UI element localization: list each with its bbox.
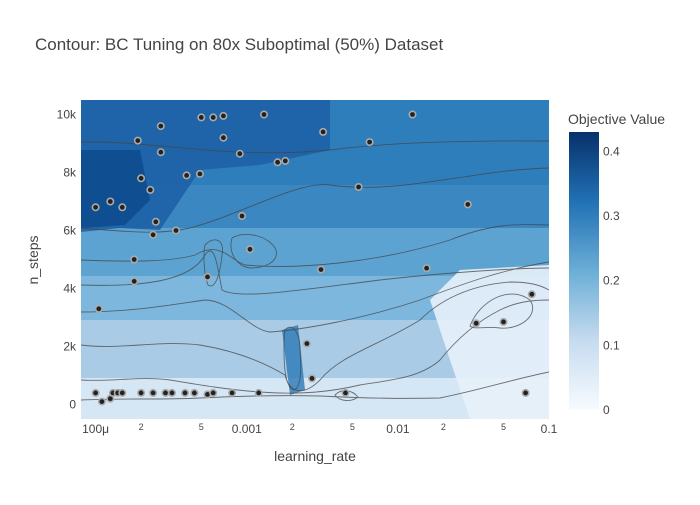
trial-points (91, 110, 536, 406)
trial-point[interactable] (254, 388, 263, 397)
contour-line (81, 281, 549, 392)
trial-point[interactable] (499, 317, 508, 326)
trial-point[interactable] (281, 156, 290, 165)
trial-point[interactable] (91, 388, 100, 397)
contour-line (81, 299, 549, 394)
contour-line (283, 326, 302, 391)
colorbar (569, 132, 599, 410)
trial-point[interactable] (137, 388, 146, 397)
trial-point[interactable] (156, 148, 165, 157)
plot-area (81, 100, 549, 419)
x-tick-label: 100μ (82, 422, 109, 436)
trial-point[interactable] (259, 110, 268, 119)
trial-point[interactable] (521, 388, 530, 397)
trial-point[interactable] (133, 136, 142, 145)
trial-point[interactable] (97, 397, 106, 406)
trial-point[interactable] (422, 264, 431, 273)
trial-point[interactable] (472, 319, 481, 328)
contour-line (81, 140, 549, 154)
trial-point[interactable] (137, 174, 146, 183)
chart-title: Contour: BC Tuning on 80x Suboptimal (50… (35, 35, 444, 54)
colorbar-tick-label: 0.2 (603, 274, 620, 288)
trial-point[interactable] (151, 217, 160, 226)
contour-line (81, 250, 549, 295)
y-tick-label: 0 (69, 398, 76, 412)
trial-point[interactable] (238, 212, 247, 221)
contour-line (81, 261, 549, 333)
trial-point[interactable] (130, 255, 139, 264)
trial-point[interactable] (182, 171, 191, 180)
trial-point[interactable] (228, 388, 237, 397)
contour-line (203, 239, 223, 287)
trial-point[interactable] (168, 388, 177, 397)
trial-point[interactable] (354, 183, 363, 192)
trial-point[interactable] (197, 113, 206, 122)
trial-point[interactable] (273, 158, 282, 167)
x-tick-label: 2 (441, 422, 446, 432)
x-tick-label: 5 (199, 422, 204, 432)
trial-point[interactable] (219, 111, 228, 120)
trial-point[interactable] (149, 388, 158, 397)
trial-point[interactable] (219, 133, 228, 142)
contour-line (334, 390, 359, 401)
y-axis-ticks: 0 2k 4k 6k 8k 10k (57, 108, 77, 412)
trial-point[interactable] (181, 388, 190, 397)
x-tick-label: 5 (350, 422, 355, 432)
trial-point[interactable] (118, 388, 127, 397)
x-tick-label: 2 (139, 422, 144, 432)
trial-point[interactable] (149, 230, 158, 239)
y-tick-label: 10k (57, 108, 77, 122)
y-tick-label: 2k (63, 340, 77, 354)
x-axis-title: learning_rate (274, 448, 356, 464)
trial-point[interactable] (161, 388, 170, 397)
colorbar-tick-label: 0 (603, 403, 610, 417)
x-tick-label: 0.001 (232, 422, 262, 436)
y-tick-label: 8k (63, 166, 77, 180)
colorbar-ticks: 0 0.1 0.2 0.3 0.4 (603, 144, 620, 417)
y-tick-label: 4k (63, 282, 77, 296)
colorbar-tick-label: 0.1 (603, 338, 620, 352)
trial-point[interactable] (302, 339, 311, 348)
trial-point[interactable] (190, 388, 199, 397)
trial-point[interactable] (307, 374, 316, 383)
x-tick-label: 2 (290, 422, 295, 432)
trial-point[interactable] (319, 127, 328, 136)
contour-line (81, 224, 549, 267)
contour-line (81, 371, 549, 401)
trial-point[interactable] (195, 169, 204, 178)
trial-point[interactable] (365, 138, 374, 147)
colorbar-title: Objective Value (568, 111, 665, 127)
trial-point[interactable] (246, 245, 255, 254)
contour-line (230, 234, 277, 269)
colorbar-tick-label: 0.4 (603, 144, 620, 158)
trial-point[interactable] (118, 203, 127, 212)
trial-point[interactable] (172, 226, 181, 235)
contour-line (469, 293, 533, 329)
trial-point[interactable] (146, 185, 155, 194)
x-tick-label: 5 (501, 422, 506, 432)
trial-point[interactable] (463, 200, 472, 209)
trial-point[interactable] (91, 203, 100, 212)
trial-point[interactable] (235, 149, 244, 158)
trial-point[interactable] (408, 110, 417, 119)
x-tick-label: 0.01 (386, 422, 410, 436)
trial-point[interactable] (156, 122, 165, 131)
trial-point[interactable] (341, 388, 350, 397)
trial-point[interactable] (203, 272, 212, 281)
y-axis-title: n_steps (25, 235, 41, 284)
y-tick-label: 6k (63, 224, 77, 238)
trial-point[interactable] (209, 113, 218, 122)
colorbar-tick-label: 0.3 (603, 209, 620, 223)
x-tick-label: 0.1 (541, 422, 558, 436)
trial-point[interactable] (209, 388, 218, 397)
trial-point[interactable] (106, 197, 115, 206)
trial-point[interactable] (316, 265, 325, 274)
trial-point[interactable] (94, 304, 103, 313)
x-axis-ticks: 100μ 2 5 0.001 2 5 0.01 2 5 0.1 (82, 422, 558, 436)
trial-point[interactable] (527, 290, 536, 299)
contour-lines (81, 140, 549, 401)
trial-point[interactable] (130, 277, 139, 286)
